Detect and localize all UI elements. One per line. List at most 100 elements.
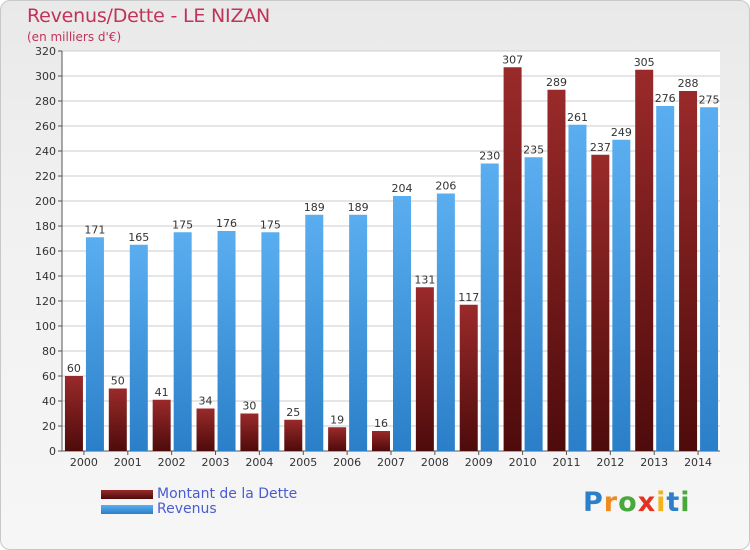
bar-revenue bbox=[173, 232, 192, 451]
data-label-debt: 41 bbox=[155, 386, 169, 399]
logo-letter: t bbox=[666, 487, 681, 518]
data-label-debt: 237 bbox=[590, 141, 611, 154]
data-label-revenue: 175 bbox=[172, 218, 193, 231]
data-label-debt: 25 bbox=[286, 406, 300, 419]
bar-revenue bbox=[85, 237, 104, 451]
y-tick-label: 20 bbox=[42, 420, 56, 433]
data-label-debt: 60 bbox=[67, 362, 81, 375]
legend-label-debt: Montant de la Dette bbox=[157, 486, 298, 502]
data-label-debt: 34 bbox=[199, 395, 213, 408]
data-label-debt: 289 bbox=[546, 76, 567, 89]
x-tick-label: 2000 bbox=[70, 456, 98, 469]
y-tick-label: 200 bbox=[35, 195, 56, 208]
x-tick-label: 2004 bbox=[245, 456, 273, 469]
y-tick-label: 320 bbox=[35, 45, 56, 58]
bar-revenue bbox=[261, 232, 280, 451]
bar-debt bbox=[108, 388, 127, 451]
bar-debt bbox=[64, 376, 83, 451]
bar-debt bbox=[459, 304, 478, 451]
y-tick-label: 160 bbox=[35, 245, 56, 258]
x-tick-label: 2007 bbox=[377, 456, 405, 469]
chart-subtitle: (en milliers d'€) bbox=[27, 30, 122, 44]
bar-revenue bbox=[217, 231, 236, 451]
bar-revenue bbox=[700, 107, 719, 451]
x-tick-label: 2001 bbox=[114, 456, 142, 469]
data-label-revenue: 165 bbox=[128, 231, 149, 244]
bar-revenue bbox=[393, 196, 411, 451]
x-tick-label: 2010 bbox=[509, 456, 537, 469]
data-label-revenue: 275 bbox=[699, 93, 720, 106]
data-label-debt: 305 bbox=[634, 56, 655, 69]
logo-letter: o bbox=[618, 487, 638, 518]
data-label-revenue: 176 bbox=[216, 217, 237, 230]
data-label-revenue: 249 bbox=[611, 126, 632, 139]
data-label-revenue: 276 bbox=[655, 92, 676, 105]
bar-revenue bbox=[568, 124, 587, 451]
data-label-debt: 16 bbox=[374, 417, 388, 430]
bar-debt bbox=[240, 413, 259, 451]
logo-letter: P bbox=[583, 487, 604, 518]
data-label-debt: 30 bbox=[242, 400, 256, 413]
bar-revenue bbox=[436, 193, 455, 451]
legend-swatch-revenue bbox=[101, 505, 153, 514]
y-tick-label: 140 bbox=[35, 270, 56, 283]
bar-debt bbox=[503, 67, 522, 451]
logo-letter: i bbox=[680, 487, 691, 518]
x-tick-label: 2013 bbox=[640, 456, 668, 469]
bar-debt bbox=[415, 287, 434, 451]
chart-title: Revenus/Dette - LE NIZAN bbox=[27, 5, 271, 27]
y-tick-label: 40 bbox=[42, 395, 56, 408]
bar-revenue bbox=[524, 157, 543, 451]
bar-debt bbox=[372, 431, 390, 451]
x-tick-label: 2002 bbox=[158, 456, 186, 469]
data-label-revenue: 175 bbox=[260, 218, 281, 231]
bar-revenue bbox=[349, 214, 368, 451]
data-label-debt: 131 bbox=[414, 273, 435, 286]
data-label-debt: 288 bbox=[678, 77, 699, 90]
y-tick-label: 180 bbox=[35, 220, 56, 233]
bar-revenue bbox=[612, 139, 631, 451]
bar-debt bbox=[196, 408, 215, 451]
data-label-revenue: 261 bbox=[567, 111, 588, 124]
bar-revenue bbox=[480, 163, 499, 451]
data-label-revenue: 235 bbox=[523, 143, 544, 156]
data-label-revenue: 171 bbox=[84, 223, 105, 236]
x-tick-label: 2014 bbox=[684, 456, 712, 469]
y-tick-label: 100 bbox=[35, 320, 56, 333]
y-tick-label: 300 bbox=[35, 70, 56, 83]
x-tick-label: 2003 bbox=[202, 456, 230, 469]
y-tick-label: 120 bbox=[35, 295, 56, 308]
y-tick-label: 260 bbox=[35, 120, 56, 133]
proxiti-logo: Proxiti bbox=[583, 487, 691, 518]
x-tick-label: 2009 bbox=[465, 456, 493, 469]
x-tick-label: 2008 bbox=[421, 456, 449, 469]
data-label-debt: 50 bbox=[111, 375, 125, 388]
bar-debt bbox=[328, 427, 347, 451]
bar-revenue bbox=[129, 244, 148, 451]
y-tick-label: 0 bbox=[49, 445, 56, 458]
x-tick-label: 2011 bbox=[552, 456, 580, 469]
x-tick-label: 2006 bbox=[333, 456, 361, 469]
bar-debt bbox=[591, 154, 610, 451]
legend-label-revenue: Revenus bbox=[157, 501, 217, 517]
bar-debt bbox=[679, 91, 698, 451]
data-label-revenue: 189 bbox=[348, 201, 369, 214]
bar-debt bbox=[635, 69, 654, 451]
y-tick-label: 240 bbox=[35, 145, 56, 158]
y-tick-label: 280 bbox=[35, 95, 56, 108]
bar-debt bbox=[152, 399, 171, 451]
data-label-revenue: 206 bbox=[435, 180, 456, 193]
data-label-debt: 307 bbox=[502, 53, 523, 66]
data-label-revenue: 230 bbox=[479, 150, 500, 163]
x-tick-label: 2012 bbox=[596, 456, 624, 469]
y-tick-label: 60 bbox=[42, 370, 56, 383]
logo-letter: i bbox=[656, 487, 667, 518]
x-tick-label: 2005 bbox=[289, 456, 317, 469]
data-label-debt: 19 bbox=[330, 413, 344, 426]
data-label-revenue: 189 bbox=[304, 201, 325, 214]
bar-revenue bbox=[656, 106, 675, 451]
y-tick-label: 80 bbox=[42, 345, 56, 358]
bar-debt bbox=[284, 419, 303, 451]
